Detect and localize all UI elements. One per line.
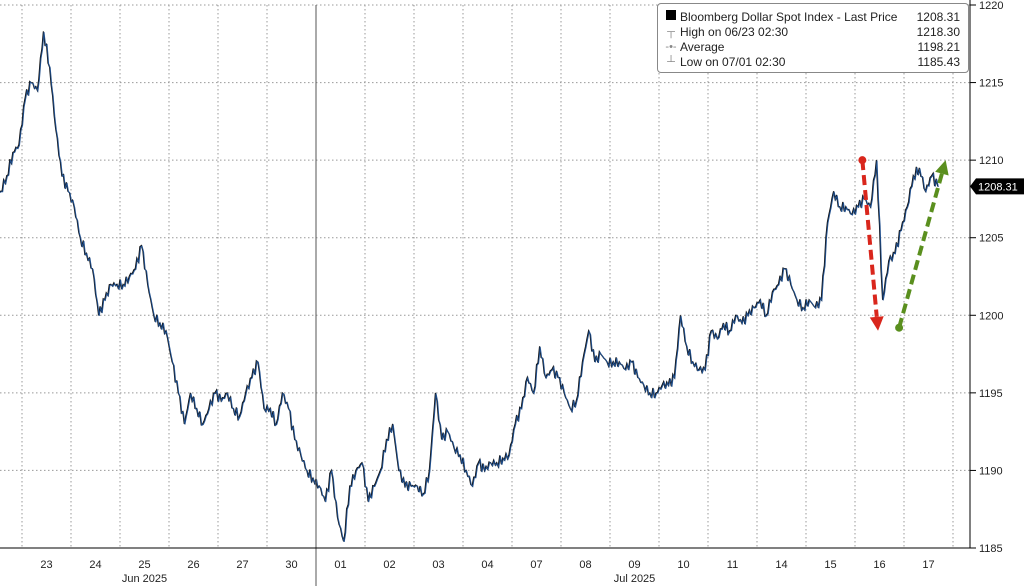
y-tick-label: 1185 bbox=[979, 543, 1003, 555]
y-tick-label: 1205 bbox=[979, 233, 1003, 245]
x-tick-label: 24 bbox=[89, 559, 101, 571]
x-tick-label: 10 bbox=[677, 559, 689, 571]
x-tick-label: 15 bbox=[824, 559, 836, 571]
price-line-shadow bbox=[0, 31, 939, 542]
legend-value: 1198.21 bbox=[917, 39, 961, 54]
legend-row-average: -•- Average 1198.21 bbox=[664, 39, 960, 54]
green-up-arrow-dot bbox=[895, 323, 904, 332]
x-tick-label: 26 bbox=[187, 559, 199, 571]
legend: Bloomberg Dollar Spot Index - Last Price… bbox=[657, 3, 969, 73]
legend-row-high: ┬ High on 06/23 02:30 1218.30 bbox=[664, 24, 960, 39]
legend-label: High on 06/23 02:30 bbox=[680, 24, 789, 39]
x-tick-label: 30 bbox=[285, 559, 297, 571]
legend-value: 1185.43 bbox=[917, 54, 961, 69]
y-tick-label: 1200 bbox=[979, 310, 1003, 322]
x-tick-label: 04 bbox=[481, 559, 493, 571]
x-tick-label: 07 bbox=[530, 559, 542, 571]
month-label: Jul 2025 bbox=[614, 573, 656, 585]
y-tick-label: 1195 bbox=[979, 388, 1003, 400]
series-line bbox=[0, 31, 939, 543]
green-up-arrow-shaft bbox=[897, 173, 944, 329]
legend-row-last-price: Bloomberg Dollar Spot Index - Last Price… bbox=[664, 9, 960, 24]
legend-label: Average bbox=[680, 39, 725, 54]
average-line-icon: -•- bbox=[665, 40, 677, 53]
y-tick-label: 1215 bbox=[979, 78, 1003, 90]
y-tick-label: 1190 bbox=[979, 465, 1003, 477]
legend-value: 1218.30 bbox=[916, 24, 960, 39]
x-tick-label: 03 bbox=[432, 559, 444, 571]
red-down-arrow-dot bbox=[858, 156, 867, 165]
month-label: Jun 2025 bbox=[122, 573, 167, 585]
x-tick-label: 25 bbox=[138, 559, 150, 571]
x-tick-label: 23 bbox=[40, 559, 52, 571]
red-down-arrow-shaft bbox=[860, 159, 879, 318]
y-tick-label: 1220 bbox=[979, 0, 1003, 12]
high-marker-icon: ┬ bbox=[667, 25, 675, 38]
last-price-tag-label: 1208.31 bbox=[978, 181, 1018, 193]
red-down-arrow-head bbox=[869, 316, 884, 331]
x-tick-label: 01 bbox=[334, 559, 346, 571]
legend-label: Bloomberg Dollar Spot Index - Last Price bbox=[680, 9, 898, 24]
x-tick-label: 09 bbox=[628, 559, 640, 571]
x-tick-label: 17 bbox=[922, 559, 934, 571]
x-tick-label: 02 bbox=[383, 559, 395, 571]
grid bbox=[0, 4, 970, 549]
annotations bbox=[858, 156, 949, 332]
black-square-icon bbox=[664, 10, 678, 23]
last-price-tag bbox=[970, 178, 1024, 195]
green-up-arrow-head bbox=[935, 160, 949, 176]
price-line bbox=[0, 31, 939, 543]
legend-value: 1208.31 bbox=[916, 9, 960, 24]
x-tick-label: 14 bbox=[775, 559, 787, 571]
low-marker-icon: ┴ bbox=[667, 55, 675, 68]
x-tick-label: 11 bbox=[727, 559, 738, 571]
x-tick-label: 08 bbox=[579, 559, 591, 571]
y-tick-label: 1210 bbox=[979, 155, 1003, 167]
legend-label: Low on 07/01 02:30 bbox=[680, 54, 786, 69]
x-tick-label: 27 bbox=[236, 559, 248, 571]
x-tick-label: 16 bbox=[873, 559, 885, 571]
legend-row-low: ┴ Low on 07/01 02:30 1185.43 bbox=[664, 54, 960, 69]
